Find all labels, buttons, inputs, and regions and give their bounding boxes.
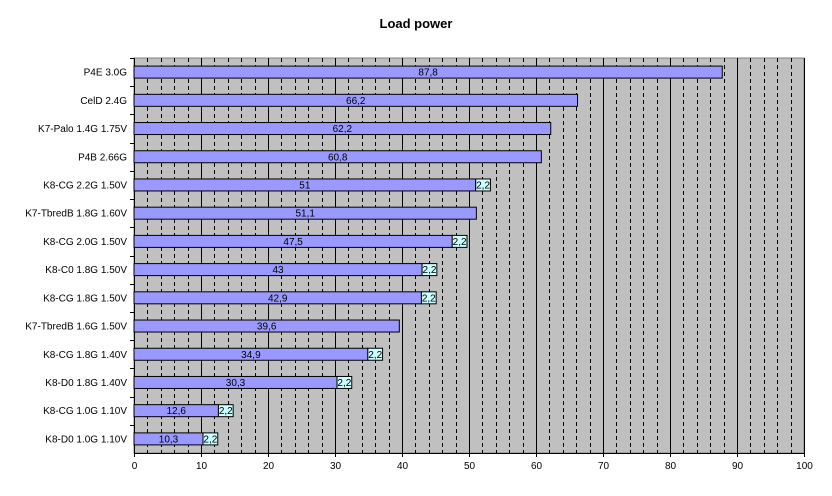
x-tick-label: 90 [732,461,744,472]
category-label: P4E 3.0G [84,68,128,79]
bar-segment [217,404,234,418]
data-label: 62,2 [333,124,353,135]
bar-segment [367,347,384,361]
bar [133,319,400,333]
x-tick-label: 30 [330,461,342,472]
bar [133,150,542,164]
bar-segment [420,291,437,305]
bar-segment [451,234,468,248]
category-label: K7-TbredB 1.8G 1.60V [25,209,127,220]
category-label: K8-CG 2.2G 1.50V [43,180,127,191]
chart-title: Load power [379,16,453,31]
data-label: 42,9 [268,293,288,304]
category-label: P4B 2.66G [78,152,127,163]
data-label: 39,6 [257,322,277,333]
data-label: 2,2 [337,378,351,389]
x-tick-label: 10 [196,461,208,472]
data-label: 51 [299,180,311,191]
data-label: 2,2 [453,237,467,248]
bar [133,122,552,136]
category-label: CelD 2.4G [80,96,127,107]
category-label: K8-CG 1.8G 1.40V [43,350,127,361]
x-tick-label: 100 [796,461,813,472]
data-label: 2,2 [203,434,217,445]
data-label: 30,3 [226,378,246,389]
bar [133,93,579,107]
data-label: 51,1 [295,209,315,220]
data-label: 2,2 [422,293,436,304]
category-label: K8-CG 1.8G 1.50V [43,293,127,304]
category-label: K8-D0 1.8G 1.40V [45,378,127,389]
bar-segment [202,432,219,446]
data-label: 2,2 [423,265,437,276]
x-tick-label: 80 [665,461,677,472]
bar [133,206,477,220]
bar-segment [475,178,491,192]
data-label: 43 [272,265,284,276]
x-tick-label: 0 [132,461,138,472]
category-label: K7-Palo 1.4G 1.75V [38,124,127,135]
data-label: 34,9 [241,350,261,361]
data-label: 47,5 [283,237,303,248]
category-label: K8-C0 1.8G 1.50V [45,265,127,276]
x-tick-label: 40 [397,461,409,472]
bar [133,65,723,79]
data-label: 60,8 [328,152,348,163]
x-tick-label: 20 [263,461,275,472]
category-label: K8-CG 1.0G 1.10V [43,406,127,417]
bar-segment [421,263,438,277]
data-label: 66,2 [346,96,366,107]
data-label: 12,6 [166,406,186,417]
bar-segment [336,375,353,389]
data-label: 10,3 [159,434,179,445]
data-label: 87,8 [418,68,438,79]
category-label: K8-CG 2.0G 1.50V [43,237,127,248]
data-label: 2,2 [476,180,490,191]
x-tick-label: 60 [531,461,543,472]
category-label: K7-TbredB 1.6G 1.50V [25,322,127,333]
category-label: K8-D0 1.0G 1.10V [45,434,127,445]
x-tick-label: 50 [464,461,476,472]
data-label: 2,2 [219,406,233,417]
x-tick-label: 70 [598,461,610,472]
data-label: 2,2 [368,350,382,361]
